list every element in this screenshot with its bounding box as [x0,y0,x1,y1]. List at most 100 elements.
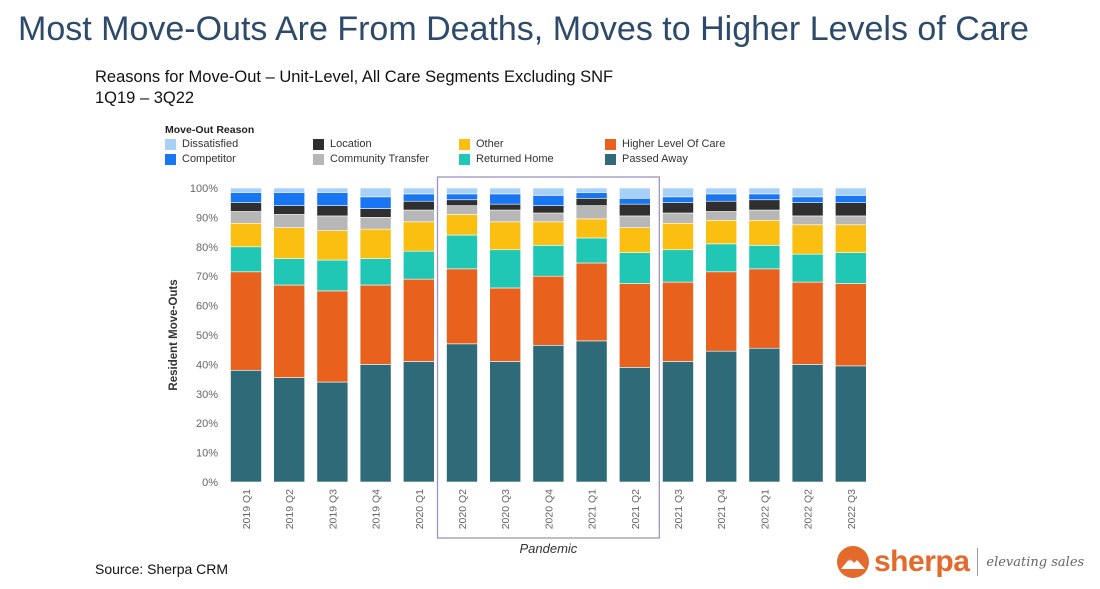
bar-segment [748,245,781,270]
pandemic-highlight-box [436,176,660,539]
y-tick-label: 80% [196,242,218,254]
x-tick-label: 2022 Q1 [759,489,771,529]
legend-swatch [313,138,324,150]
y-tick-label: 40% [196,359,218,371]
bar-segment [446,205,478,215]
bar-segment [575,197,608,206]
bar-segment [791,253,824,283]
bar-segment [359,284,392,365]
bar-segment [834,252,867,284]
bar-segment [359,208,392,218]
mountain-logo-icon [837,546,869,578]
sherpa-logo: sherpa elevating sales [836,544,1084,580]
bar-segment [489,203,522,211]
bar-segment [532,212,565,223]
legend-swatch [165,138,176,150]
bar-segment [273,187,306,193]
logo-wordmark: sherpa [874,545,970,578]
bar-segment [532,187,565,196]
bar-segment [618,203,651,217]
bar-segment [705,211,738,221]
bar-segment [662,281,694,362]
bar-segment [230,192,262,204]
y-tick-label: 70% [196,271,218,283]
bar-segment [575,237,608,264]
legend-label: Community Transfer [330,153,430,165]
bar-segment [791,364,824,483]
bar-segment [316,205,349,217]
bar-segment [662,361,694,483]
legend-label: Competitor [182,153,236,165]
bar-segment [575,262,608,342]
bar-segment [618,283,651,368]
bar-segment [230,271,262,371]
bar-segment [273,227,306,259]
legend-label: Location [330,138,372,150]
bar-segment [273,377,306,483]
bar-segment [834,187,867,196]
x-tick-label: 2020 Q3 [500,489,512,529]
legend-swatch [313,153,324,165]
bar-segment [402,193,435,202]
legend-swatch [605,153,616,165]
chart-legend: Dissatisfied Competitor Location Community … [165,138,765,168]
bar-segment [705,350,738,483]
x-tick-label: 2019 Q4 [371,489,383,529]
legend-item: Returned Home [459,153,554,165]
bar-segment [662,187,694,198]
bar-segment [618,252,651,284]
y-tick-label: 0% [202,477,218,489]
bar-segment [834,215,867,226]
bar-segment [791,281,824,365]
legend-item: Passed Away [605,153,688,165]
legend-item: Higher Level Of Care [605,138,725,150]
x-tick-label: 2021 Q3 [673,489,685,529]
bar-segment [316,290,349,383]
bar-segment [662,202,694,214]
logo-divider [977,548,979,576]
bar-segment [575,187,608,193]
bar-segment [705,200,738,212]
bar-segment [791,224,824,255]
bar-segment [618,197,651,205]
legend-label: Higher Level Of Care [622,138,726,150]
bar-segment [791,215,824,226]
bar-segment [446,199,478,206]
bar-segment [230,246,262,273]
bar-segment [316,381,349,483]
bar-segment [532,275,565,346]
bar-segment [834,224,867,253]
bar-segment [575,192,608,199]
legend-label: Dissatisfied [182,138,239,150]
bar-segment [446,193,478,201]
legend-swatch [459,138,470,150]
bar-segment [489,187,522,195]
y-tick-label: 10% [196,448,218,460]
bar-segment [402,221,435,252]
bar-segment [662,212,694,224]
legend-item: Dissatisfied [165,138,238,150]
bar-segment [748,187,781,195]
bar-segment [705,193,738,202]
bar-segment [316,187,349,193]
pandemic-label: Pandemic [519,541,577,556]
source-note: Source: Sherpa CRM [95,561,229,577]
bar-segment [834,202,867,217]
bar-segment [532,245,565,277]
bar-segment [662,196,694,204]
bar-segment [834,195,867,204]
bar-segment [446,268,478,345]
bar-segment [532,205,565,214]
bar-segment [402,187,435,195]
x-tick-label: 2021 Q4 [716,489,728,529]
bar-segment [273,214,306,228]
slide-title: Most Move-Outs Are From Deaths, Moves to… [18,10,1029,48]
bar-segment [446,234,478,270]
bar-segment [705,243,738,273]
bar-segment [402,250,435,280]
x-tick-label: 2020 Q2 [457,489,469,529]
legend-swatch [165,153,176,165]
bar-segment [748,209,781,221]
bar-segment [834,365,867,483]
